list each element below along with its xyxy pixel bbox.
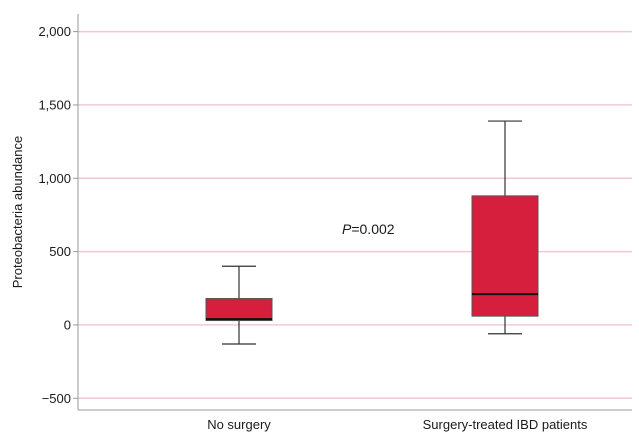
y-axis-title: Proteobacteria abundance (10, 136, 25, 289)
iqr-box (471, 195, 539, 317)
y-tick-label: 500 (49, 244, 71, 259)
x-category-label: Surgery-treated IBD patients (423, 417, 588, 432)
x-category-labels: No surgery Surgery-treated IBD patients (207, 417, 588, 432)
y-tick-label: 1,000 (38, 171, 71, 186)
y-tick-label: 0 (64, 317, 71, 332)
p-value-symbol: P (342, 221, 352, 237)
x-category-label: No surgery (207, 417, 271, 432)
y-ticks: −500 0 500 1,000 1,500 2,000 (38, 24, 78, 406)
box-group (205, 265, 273, 345)
boxes (205, 120, 539, 345)
box-group (471, 120, 539, 335)
gridlines (78, 30, 632, 400)
iqr-box (205, 298, 273, 322)
p-value-text: =0.002 (351, 221, 394, 237)
y-tick-label: −500 (42, 391, 71, 406)
y-tick-label: 2,000 (38, 24, 71, 39)
y-tick-label: 1,500 (38, 97, 71, 112)
p-value-annotation: P=0.002 (342, 221, 395, 237)
